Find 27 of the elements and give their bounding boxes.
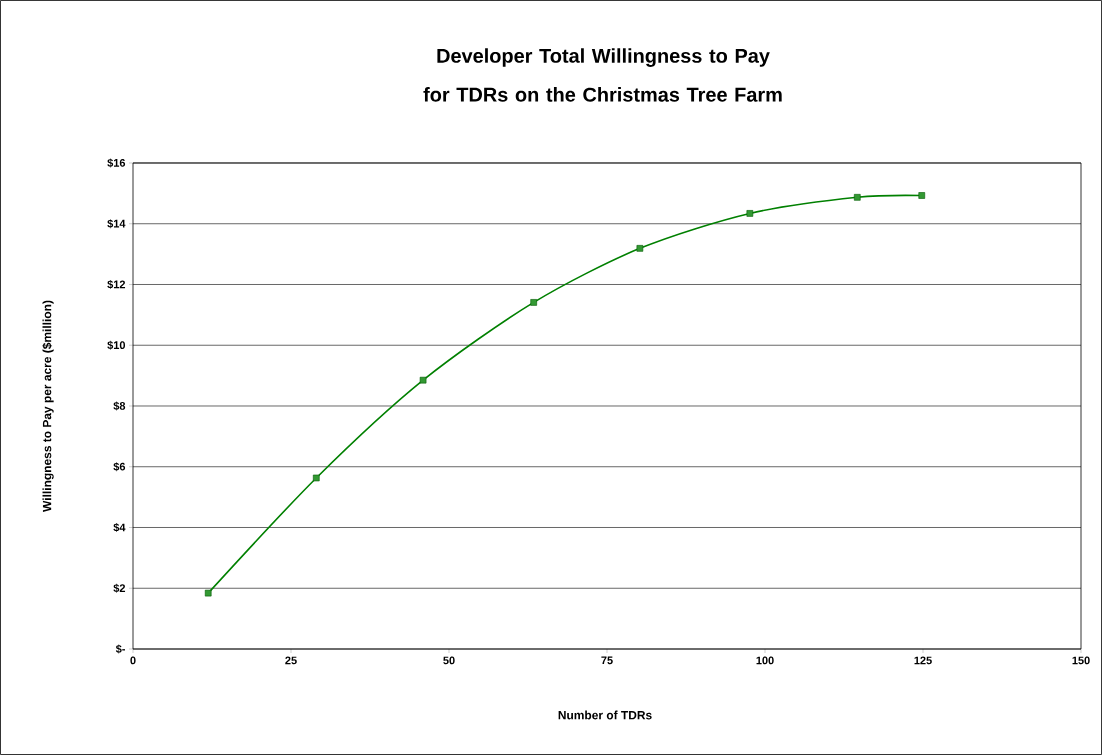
point — [918, 192, 926, 199]
y-tick-label: $2 — [113, 583, 126, 593]
y-tick-label: $16 — [107, 158, 126, 168]
y-tick-label: $- — [115, 644, 126, 654]
y-tick-label: $10 — [107, 340, 126, 350]
y-tick-label: $12 — [107, 280, 126, 289]
point — [530, 299, 537, 306]
x-tick-label: 75 — [601, 656, 613, 665]
y-tick-label: $14 — [107, 219, 126, 229]
x-tick-label: 100 — [756, 656, 774, 665]
point — [204, 589, 212, 597]
point — [746, 210, 754, 217]
point — [853, 194, 861, 201]
point — [312, 474, 320, 482]
y-tick-label: $4 — [113, 523, 126, 532]
y-tick-label: $8 — [113, 401, 126, 411]
x-tick-label: 0 — [130, 656, 136, 665]
chart-title: Developer Total Willingness to Pay for TDRs on the Christmas Tree Farm — [423, 48, 782, 102]
x-tick-label: 50 — [443, 656, 455, 665]
point — [636, 245, 644, 252]
x-tick-label: 25 — [285, 656, 297, 665]
x-tick-label: 150 — [1072, 656, 1090, 665]
point — [419, 376, 427, 384]
x-tick-label: 125 — [914, 656, 932, 665]
y-axis-title: Willingness to Pay per acre ($million) — [42, 300, 54, 512]
y-tick-label: $6 — [113, 462, 126, 472]
x-axis-title: Number of TDRs — [558, 710, 652, 720]
